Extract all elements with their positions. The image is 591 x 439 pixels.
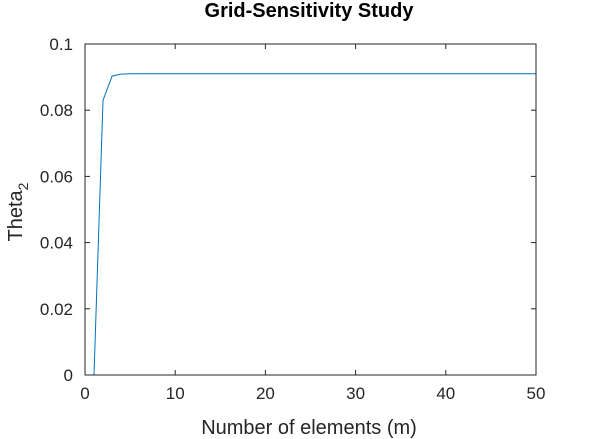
- y-axis-label-subscript: 2: [15, 182, 31, 190]
- x-tick-label: 20: [256, 384, 275, 403]
- series-group: [93, 73, 536, 376]
- tick-labels: 0 10 20 30 40 50 0 0.02 0.04 0.06 0.08 0.1: [40, 35, 546, 403]
- y-tick-label: 0.02: [40, 300, 73, 319]
- chart-title: Grid-Sensitivity Study: [205, 0, 415, 22]
- x-tick-label: 30: [346, 384, 365, 403]
- x-axis-label: Number of elements (m): [201, 417, 417, 439]
- x-tick-label: 50: [527, 384, 546, 403]
- y-tick-label: 0.1: [49, 35, 73, 54]
- x-tick-label: 0: [80, 384, 89, 403]
- y-tick-label: 0.06: [40, 167, 73, 186]
- axes-box: [84, 43, 537, 376]
- y-axis-label: Theta2: [5, 182, 31, 241]
- y-tick-label: 0: [64, 366, 73, 385]
- series-line: [93, 73, 536, 376]
- y-tick-label: 0.08: [40, 101, 73, 120]
- x-tick-label: 40: [436, 384, 455, 403]
- plot-area: [85, 44, 536, 375]
- x-tick-label: 10: [166, 384, 185, 403]
- y-tick-label: 0.04: [40, 234, 73, 253]
- y-axis-label-main: Theta: [5, 189, 27, 241]
